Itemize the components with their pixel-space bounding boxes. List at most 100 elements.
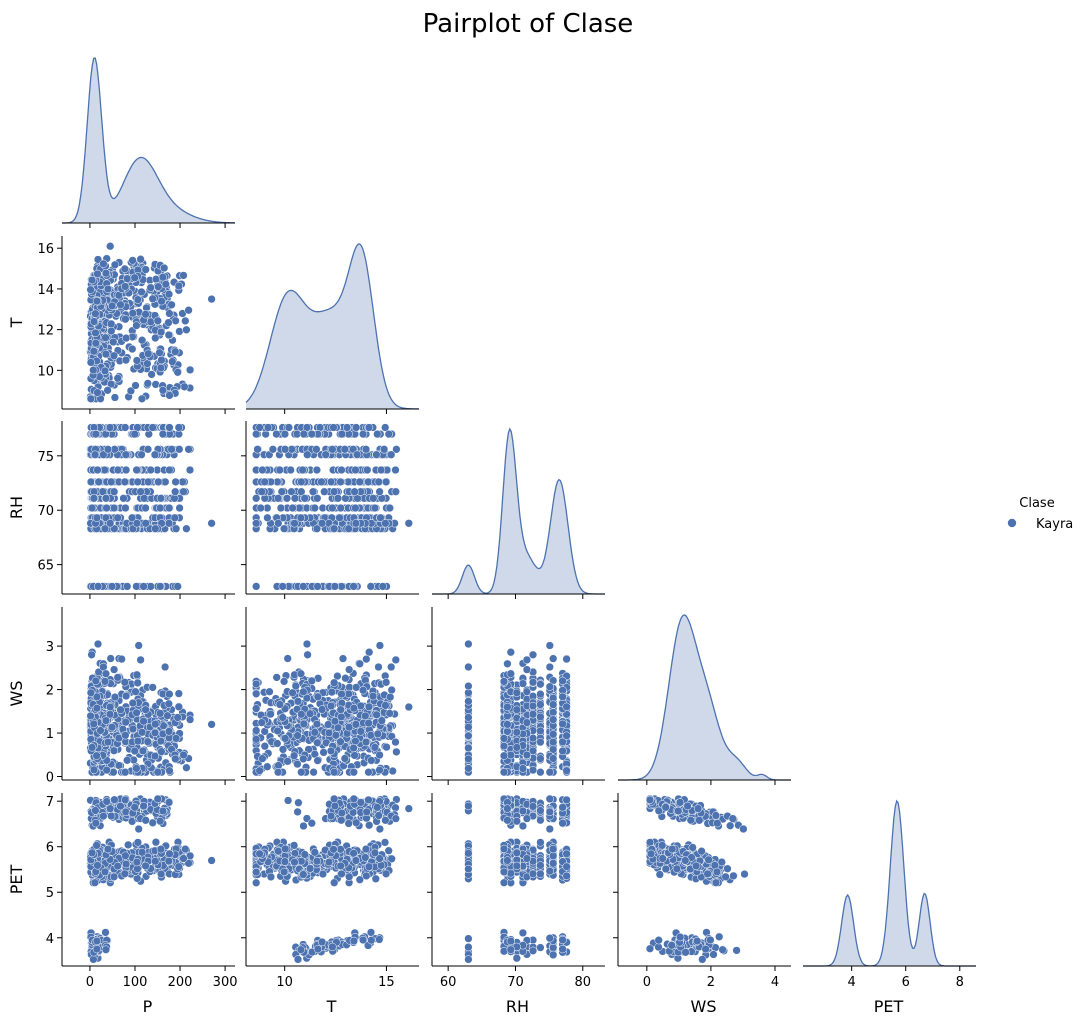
scatter-point <box>86 688 96 697</box>
scatter-point <box>522 665 532 674</box>
scatter-point <box>278 745 288 754</box>
scatter-point <box>300 494 309 503</box>
scatter-point <box>330 524 339 533</box>
y-tick-label: 65 <box>37 559 54 574</box>
scatter-point <box>296 945 306 954</box>
scatter-point <box>150 450 160 459</box>
scatter-point <box>113 374 122 383</box>
scatter-point <box>313 582 322 591</box>
kde-fill-P <box>62 58 235 223</box>
scatter-point <box>257 487 266 496</box>
scatter-point <box>326 701 336 711</box>
scatter-point <box>258 754 267 763</box>
scatter-point <box>318 869 328 879</box>
scatter-point <box>293 955 303 964</box>
scatter-point <box>364 423 374 432</box>
scatter-point <box>337 689 346 699</box>
scatter-point <box>175 327 184 336</box>
scatter-point <box>121 450 130 459</box>
scatter-point <box>103 386 112 395</box>
scatter-point <box>297 768 306 777</box>
scatter-point <box>373 729 382 739</box>
scatter-point <box>286 465 295 475</box>
scatter-point <box>252 726 261 735</box>
scatter-point <box>384 429 393 439</box>
scatter-point <box>132 857 142 867</box>
scatter-point <box>308 487 318 496</box>
scatter-point <box>326 746 336 756</box>
scatter-point <box>151 838 161 847</box>
scatter-point <box>146 283 155 292</box>
scatter-point <box>385 503 394 513</box>
scatter-point <box>255 849 264 858</box>
scatter-WS-vs-T <box>252 639 413 777</box>
scatter-point <box>317 705 327 714</box>
scatter-point <box>174 423 183 432</box>
scatter-point <box>281 844 290 854</box>
scatter-point <box>558 676 567 686</box>
scatter-point <box>528 701 538 711</box>
scatter-point <box>167 445 176 454</box>
scatter-point <box>132 519 142 528</box>
scatter-point <box>151 333 160 343</box>
scatter-point <box>337 429 346 439</box>
scatter-point <box>320 487 329 496</box>
scatter-point <box>391 655 400 665</box>
scatter-point <box>91 309 100 318</box>
scatter-point <box>562 731 571 740</box>
scatter-point <box>361 711 370 721</box>
scatter-point <box>120 678 129 687</box>
scatter-point <box>351 465 360 475</box>
scatter-point <box>337 712 346 722</box>
scatter-point <box>545 662 554 672</box>
y-tick-label: 75 <box>37 450 54 465</box>
scatter-point <box>350 751 359 760</box>
scatter-point <box>536 689 545 699</box>
scatter-point <box>268 445 278 454</box>
x-tick-label: 200 <box>168 975 193 990</box>
scatter-point <box>391 465 400 475</box>
scatter-point <box>123 756 132 765</box>
scatter-point <box>106 379 116 389</box>
scatter-point <box>121 315 130 324</box>
scatter-point <box>134 641 143 650</box>
scatter-point <box>365 648 374 657</box>
scatter-point <box>326 811 336 821</box>
scatter-point <box>387 685 396 695</box>
scatter-point <box>92 751 101 760</box>
scatter-point <box>132 321 141 330</box>
scatter-point <box>558 746 567 756</box>
scatter-point <box>381 701 390 710</box>
kde-line-P <box>62 57 236 224</box>
scatter-point <box>130 803 139 812</box>
scatter-point <box>157 747 166 756</box>
scatter-point <box>377 716 386 725</box>
scatter-point <box>103 445 113 454</box>
scatter-point <box>337 816 346 825</box>
scatter-point <box>387 450 396 459</box>
scatter-point <box>110 692 120 702</box>
scatter-point <box>109 351 119 360</box>
scatter-point <box>137 728 147 737</box>
scatter-point <box>171 524 181 533</box>
scatter-point <box>356 727 365 736</box>
scatter-point <box>336 861 345 871</box>
scatter-point <box>163 711 172 720</box>
kde-fill-RH <box>432 429 605 594</box>
scatter-point <box>158 429 168 439</box>
scatter-point <box>148 423 157 432</box>
scatter-point <box>109 872 119 881</box>
scatter-point <box>126 386 136 396</box>
scatter-point <box>132 356 142 365</box>
scatter-point <box>299 754 308 764</box>
scatter-point <box>106 654 115 663</box>
scatter-point <box>156 869 166 879</box>
scatter-point <box>86 358 96 367</box>
scatter-point <box>536 754 545 763</box>
scatter-point <box>138 746 148 756</box>
scatter-point <box>106 804 115 813</box>
scatter-point <box>121 731 130 740</box>
scatter-point <box>305 864 315 873</box>
scatter-point <box>375 935 384 944</box>
scatter-point <box>349 768 358 777</box>
